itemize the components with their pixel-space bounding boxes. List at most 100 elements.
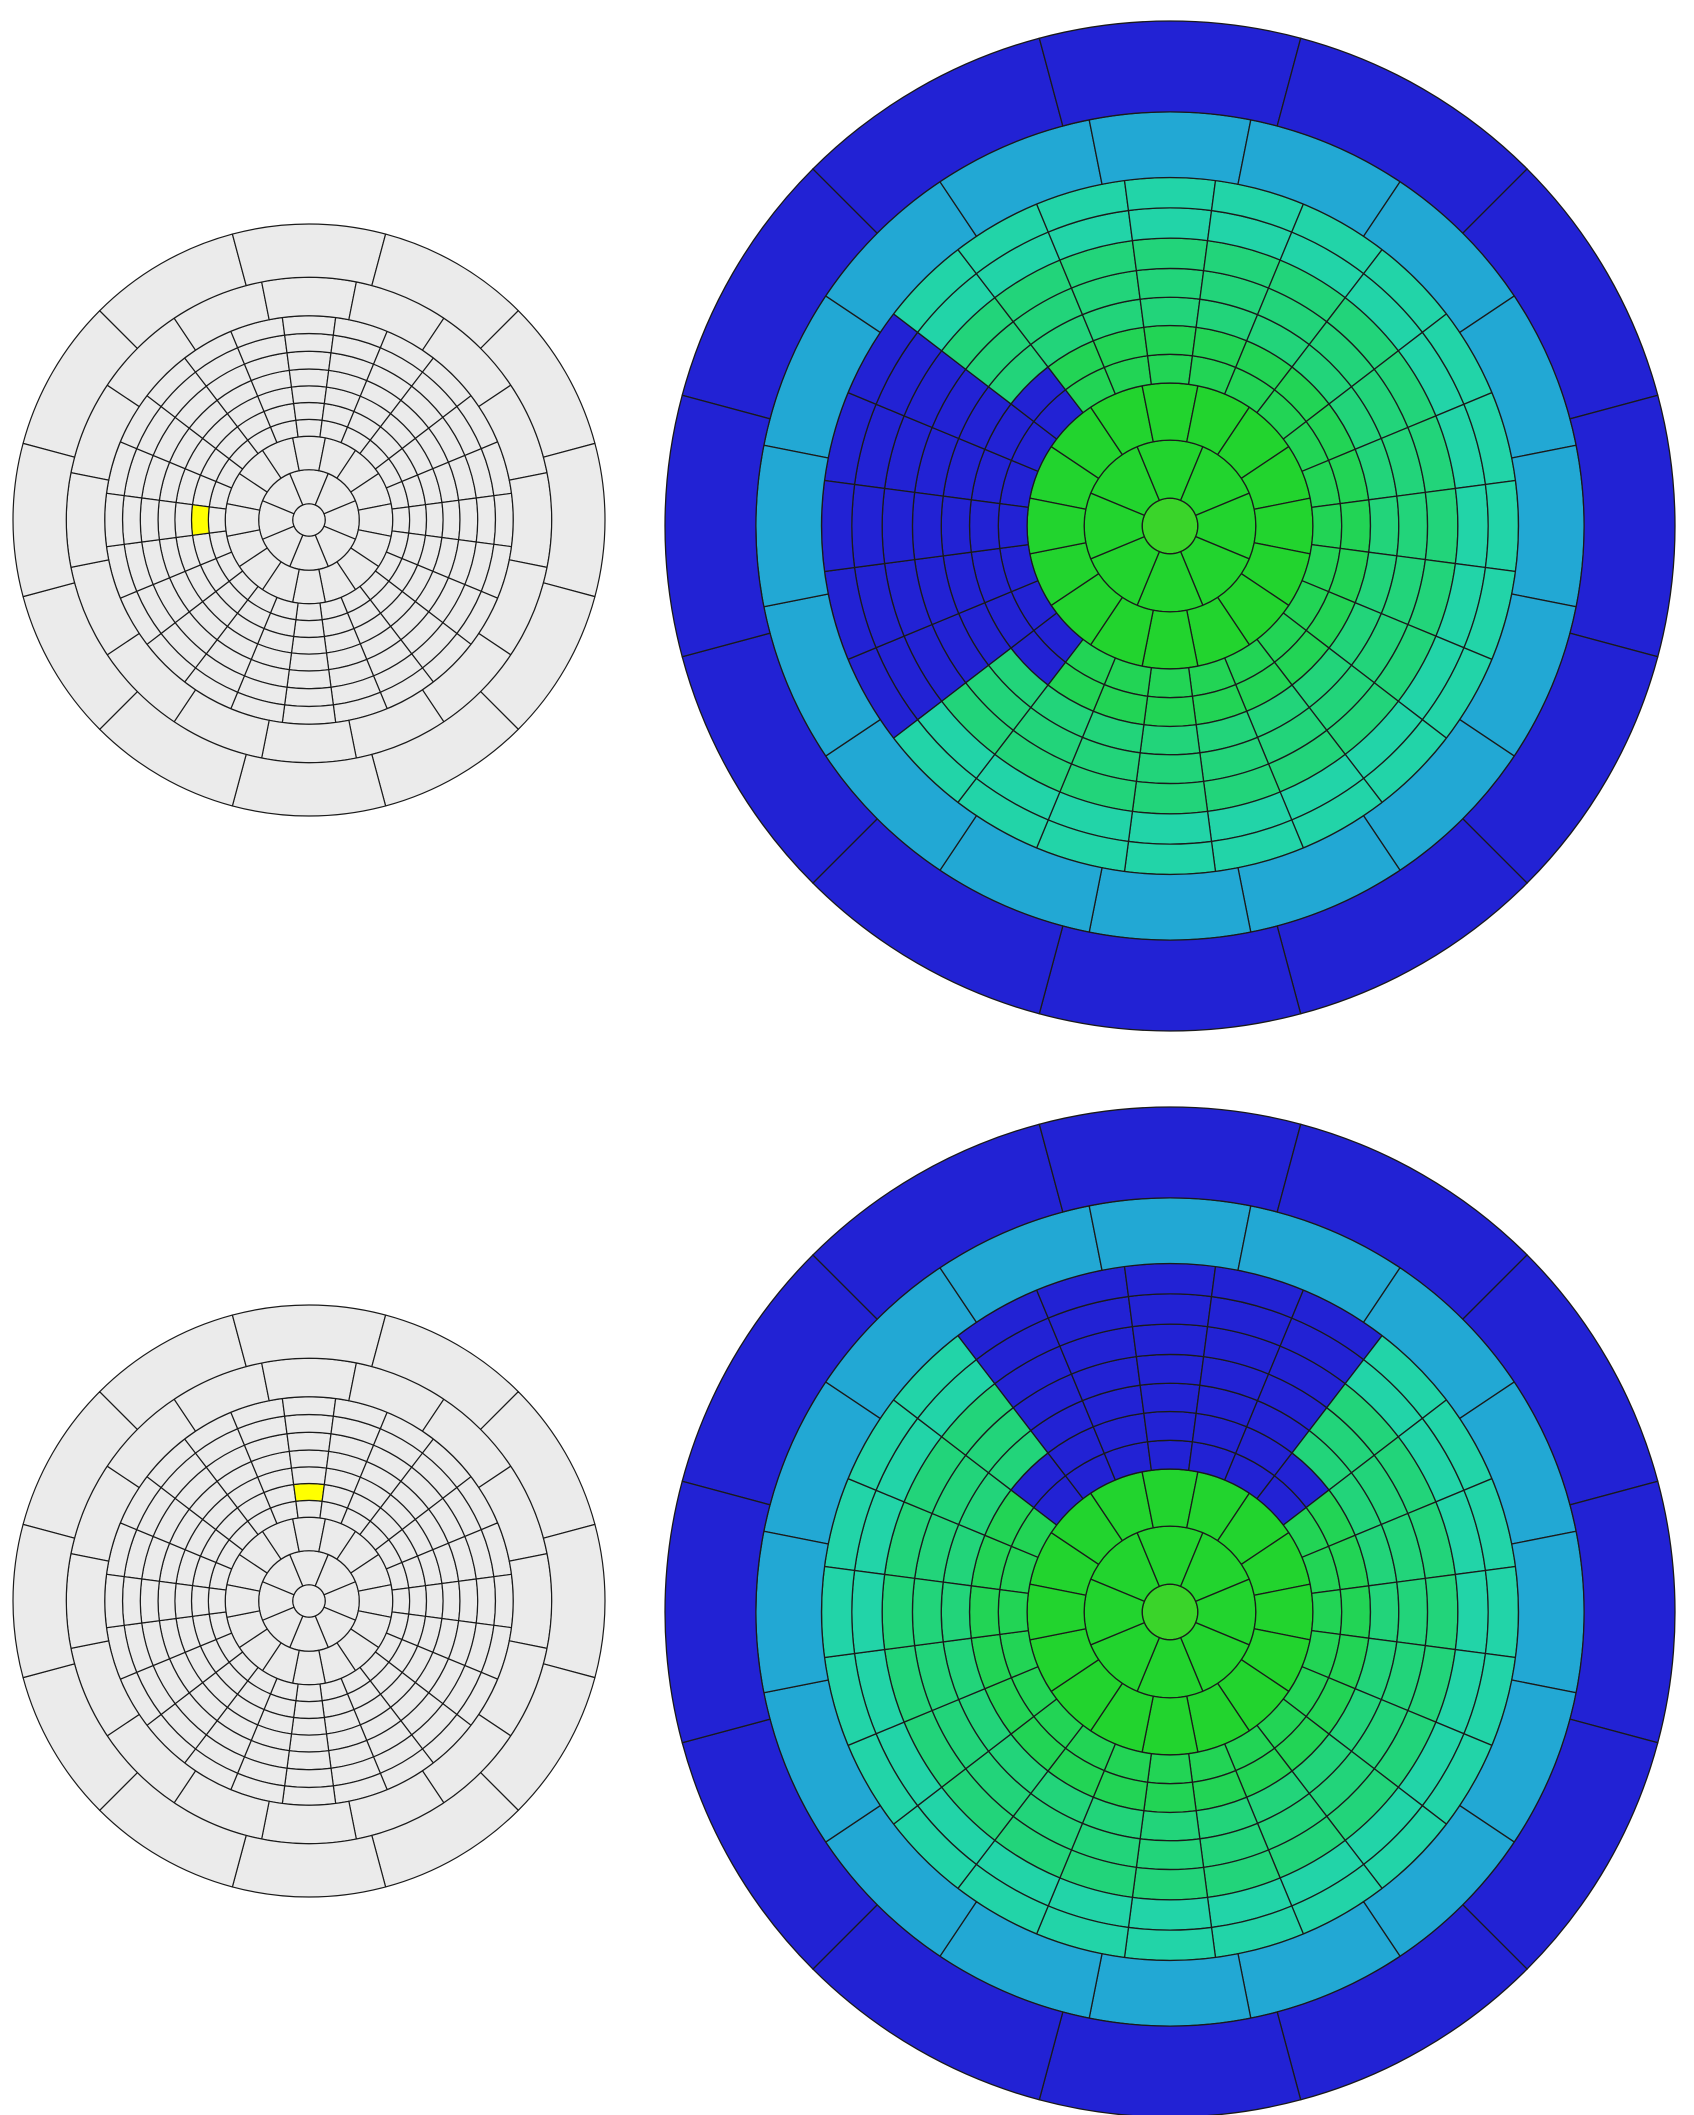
grid-cell-top-r7-s23 <box>881 487 916 565</box>
grid-cell-bottom-r6-s23 <box>157 1580 177 1622</box>
selected-cell-top-r4-s23 <box>190 503 210 537</box>
grid-cell-bottom-r10-s7 <box>508 1552 553 1650</box>
grid-cell-bottom-r11-s8 <box>1038 2011 1302 2115</box>
grid-cell-bottom-r5-s11 <box>424 1582 444 1620</box>
grid-cell-bottom-r8-s23 <box>121 1575 143 1627</box>
grid-cell-top-r5-s11 <box>424 501 444 539</box>
grid-cell-top-r4-s17 <box>1143 695 1197 728</box>
grid-cell-top-r6-s23 <box>157 499 177 541</box>
grid-cell-top-r4-s17 <box>292 619 326 639</box>
grid-cell-top-r9-s23 <box>820 479 856 573</box>
grid-cell-top-r9-s17 <box>281 704 337 725</box>
grid-cell-bottom-r9-s11 <box>493 1573 514 1629</box>
grid-cell-top-r9-s23 <box>104 492 125 548</box>
grid-cell-bottom-r6-s11 <box>1396 1577 1429 1647</box>
grid-cell-top-r7-s11 <box>457 497 479 543</box>
grid-cell-bottom-r9-s5 <box>1123 1262 1217 1298</box>
grid-cell-top-r3-s11 <box>391 506 411 534</box>
grid-cell-top-r10-s15 <box>65 471 110 569</box>
grid-cell-top-r8-s5 <box>1127 207 1213 242</box>
grid-cell-bottom-r3-s5 <box>295 1499 323 1519</box>
grid-cell-top-r7-s5 <box>286 350 332 372</box>
grid-cell-top-r7-s11 <box>1424 487 1459 565</box>
grid-cell-bottom-r8-s23 <box>851 1569 886 1655</box>
grid-cell-top-r9-s5 <box>281 315 337 336</box>
grid-cell-top-r7-s17 <box>286 668 332 690</box>
grid-cell-bottom-r4-s11 <box>1339 1585 1372 1639</box>
grid-cell-bottom-r6-s5 <box>1135 1353 1205 1386</box>
grid-cell-bottom-r3-s17 <box>295 1683 323 1703</box>
grid-cell-top-r8-s23 <box>121 494 143 546</box>
grid-cell-bottom-r10-s7 <box>1510 1530 1585 1694</box>
grid-cell-bottom-r10-s3 <box>1088 1197 1252 1272</box>
grid-cell-top-r7-s5 <box>1131 237 1209 272</box>
grid-cell-top-r8-s5 <box>283 332 335 354</box>
grid-cell-bottom-r11-s2 <box>231 1304 387 1368</box>
grid-cell-bottom-r4-s5 <box>1143 1410 1197 1443</box>
grid-cell-top-r5-s17 <box>290 635 328 655</box>
grid-cell-bottom-r6-s5 <box>288 1449 330 1469</box>
grid-cell-bottom-r8-s17 <box>283 1767 335 1789</box>
grid-cell-bottom-r8-s11 <box>475 1575 497 1627</box>
small-disc-bottom <box>12 1304 606 1898</box>
grid-cell-bottom-r6-s17 <box>1135 1838 1205 1871</box>
grid-cell-top-r11-s11 <box>664 394 771 658</box>
grid-cell-top-r3-s5 <box>1146 353 1194 386</box>
grid-cell-bottom-r9-s23 <box>104 1573 125 1629</box>
grid-cell-top-r11-s8 <box>231 753 387 817</box>
grid-cell-top-r3-s17 <box>1146 666 1194 699</box>
grid-cell-top-r6-s17 <box>1135 752 1205 785</box>
grid-cell-top-r6-s17 <box>288 652 330 672</box>
grid-cell-top-r8-s17 <box>1127 810 1213 845</box>
grid-cell-top-r5-s5 <box>1139 296 1201 328</box>
grid-cell-top-r5-s23 <box>174 501 194 539</box>
grid-cell-top-r3-s17 <box>295 602 323 622</box>
grid-cell-bottom-r5-s5 <box>1139 1382 1201 1414</box>
grid-cell-bottom-r7-s11 <box>1424 1573 1459 1651</box>
grid-cell-top-r10-s3 <box>1088 111 1252 186</box>
grid-cell-bottom-r8-s11 <box>1454 1569 1489 1655</box>
grid-cell-bottom-r10-s3 <box>260 1357 358 1402</box>
grid-cell-top-r6-s5 <box>1135 267 1205 300</box>
small-disc-top <box>12 223 606 817</box>
grid-cell-top-r5-s11 <box>1368 495 1400 557</box>
grid-cell-bottom-r4-s17 <box>1143 1781 1197 1814</box>
grid-cell-bottom-r6-s23 <box>911 1577 944 1647</box>
large-disc-bottom <box>664 1106 1676 2115</box>
grid-cell-bottom-r8-s17 <box>1127 1896 1213 1931</box>
grid-cell-top-r4-s5 <box>292 401 326 421</box>
grid-cell-top-r9-s11 <box>493 492 514 548</box>
grid-cell-bottom-r9-s11 <box>1484 1565 1520 1659</box>
grid-cell-bottom-r11-s5 <box>542 1523 606 1679</box>
grid-cell-bottom-r7-s17 <box>1131 1866 1209 1901</box>
grid-cell-top-r11-s2 <box>231 223 387 287</box>
grid-cell-top-r11-s2 <box>1038 20 1302 127</box>
grid-cell-top-r3-s23 <box>207 506 227 534</box>
grid-cell-bottom-r11-s11 <box>664 1480 771 1744</box>
grid-cell-bottom-r3-s23 <box>207 1587 227 1615</box>
grid-cell-bottom-r10-s11 <box>1088 1952 1252 2027</box>
grid-cell-bottom-r6-s17 <box>288 1733 330 1753</box>
grid-cell-bottom-r5-s23 <box>174 1582 194 1620</box>
grid-cell-bottom-r3-s23 <box>997 1588 1030 1636</box>
grid-cell-top-r3-s11 <box>1310 502 1343 550</box>
grid-cell-bottom-r9-s23 <box>820 1565 856 1659</box>
selected-cell-bottom-r4-s5 <box>292 1482 326 1502</box>
grid-cell-top-r4-s11 <box>1339 499 1372 553</box>
grid-cell-bottom-r5-s17 <box>1139 1810 1201 1842</box>
grid-cell-bottom-r4-s23 <box>968 1585 1001 1639</box>
grid-cell-top-r8-s11 <box>475 494 497 546</box>
grid-cell-top-r6-s23 <box>911 491 944 561</box>
grid-cell-bottom-r3-s17 <box>1146 1752 1194 1785</box>
grid-cell-bottom-r8-s5 <box>1127 1293 1213 1328</box>
grid-cell-top-r9-s5 <box>1123 176 1217 212</box>
grid-cell-bottom-r9-s17 <box>281 1785 337 1806</box>
grid-cell-top-r6-s5 <box>288 368 330 388</box>
grid-cell-bottom-r9-s17 <box>1123 1926 1217 1962</box>
grid-cell-top-r3-s23 <box>997 502 1030 550</box>
grid-cell-bottom-r11-s5 <box>1569 1480 1676 1744</box>
grid-cell-bottom-r4-s23 <box>190 1584 210 1618</box>
large-disc-top <box>664 20 1676 1032</box>
grid-cell-bottom-r10-s11 <box>260 1800 358 1845</box>
